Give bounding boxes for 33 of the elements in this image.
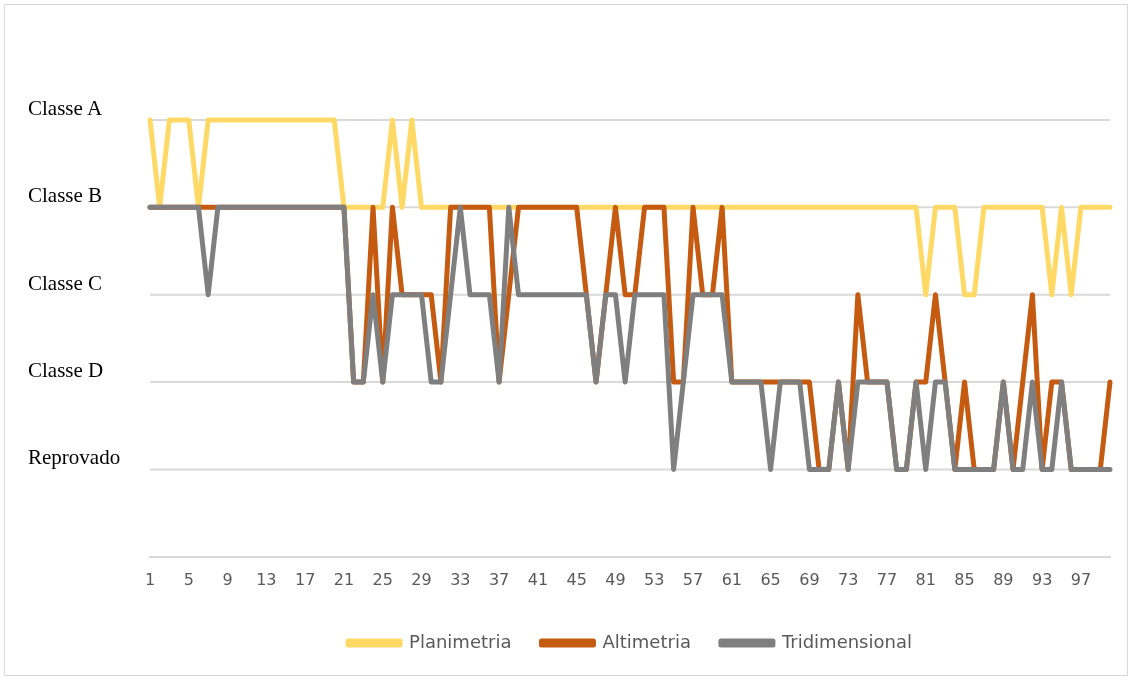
x-tick-label: 37 [488, 569, 510, 589]
x-tick-label: 33 [450, 569, 471, 589]
x-tick-label: 93 [1031, 569, 1053, 589]
x-tick-label: 73 [838, 569, 859, 589]
ref-line-label: Reprovado [28, 445, 121, 470]
x-tick-label: 13 [256, 569, 277, 589]
x-tick-label: 57 [682, 569, 704, 589]
x-tick-label: 65 [760, 569, 781, 589]
x-tick-label: 53 [644, 569, 665, 589]
x-tick-label: 21 [333, 569, 355, 589]
x-tick-label: 89 [993, 569, 1014, 589]
ref-line-label: Classe B [28, 183, 103, 208]
legend-label: Altimetria [602, 630, 691, 652]
x-tick-label: 81 [915, 569, 936, 589]
x-tick-label: 41 [527, 569, 549, 589]
ref-line-label: Classe A [28, 96, 103, 121]
ref-line-label: Classe C [28, 270, 103, 295]
x-tick-label: 5 [183, 569, 194, 589]
legend-label: Planimetria [409, 630, 512, 652]
x-tick-label: 97 [1070, 569, 1092, 589]
x-tick-label: 49 [605, 569, 626, 589]
x-tick-label: 69 [799, 569, 820, 589]
x-tick-label: 17 [294, 569, 316, 589]
x-tick-label: 25 [372, 569, 393, 589]
x-tick-label: 1 [144, 569, 156, 589]
x-tick-label: 9 [222, 569, 233, 589]
legend-label: Tridimensional [780, 630, 912, 652]
x-tick-label: 45 [566, 569, 587, 589]
x-tick-label: 29 [411, 569, 432, 589]
x-tick-label: 61 [721, 569, 742, 589]
x-tick-label: 85 [954, 569, 975, 589]
x-tick-label: 77 [876, 569, 898, 589]
ref-line-label: Classe D [28, 358, 104, 383]
